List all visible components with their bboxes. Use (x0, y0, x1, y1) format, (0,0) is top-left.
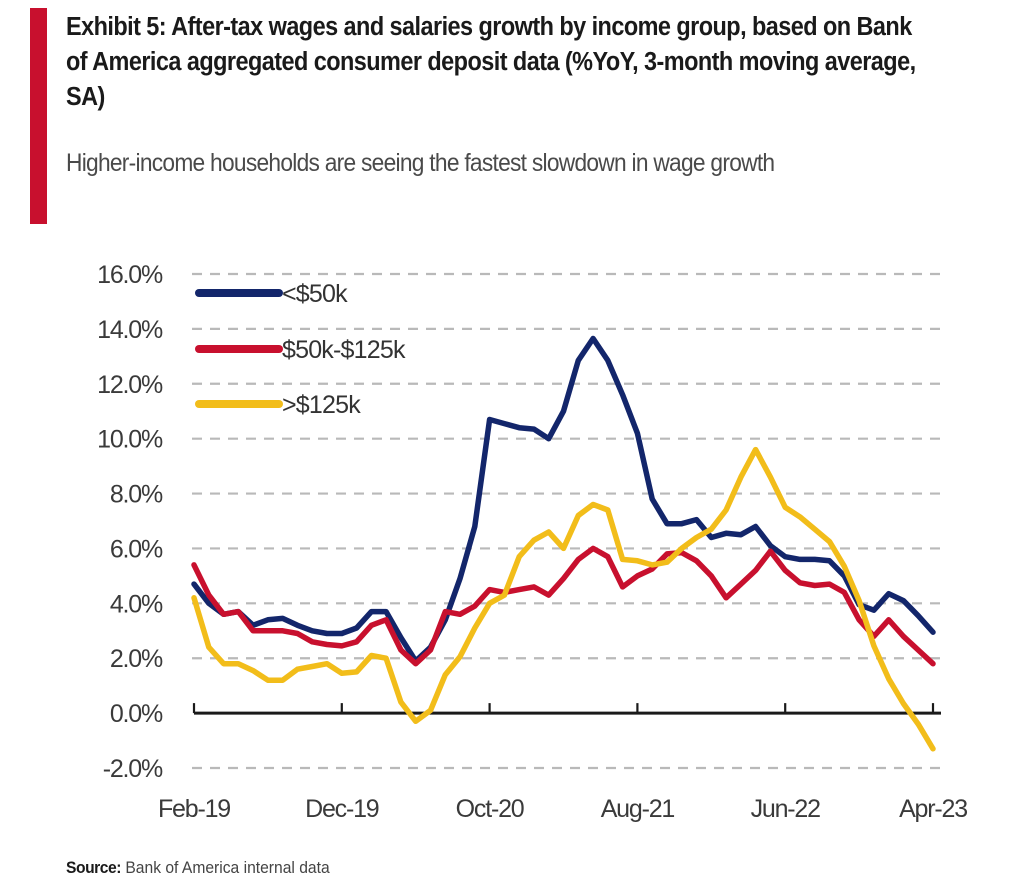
x-tick-label: Aug-21 (601, 795, 675, 823)
y-tick-label: -2.0% (103, 755, 163, 783)
source-note: Source: Bank of America internal data (66, 858, 330, 878)
y-tick-label: 6.0% (110, 535, 163, 563)
legend-item: <$50k (195, 280, 349, 308)
y-tick-label: 4.0% (110, 590, 163, 618)
x-tick-label: Oct-20 (456, 795, 524, 823)
y-tick-label: 8.0% (110, 481, 163, 509)
x-tick-label: Feb-19 (158, 795, 230, 823)
y-tick-label: 10.0% (97, 426, 163, 454)
y-tick-label: 2.0% (110, 645, 163, 673)
legend-item: $50k-$125k (195, 336, 407, 364)
legend-label: >$125k (282, 391, 361, 419)
x-tick-label: Jun-22 (751, 795, 821, 823)
legend-item: >$125k (195, 391, 362, 419)
source-label: Source: (66, 858, 122, 877)
chart-title: Exhibit 5: After-tax wages and salaries … (66, 13, 916, 111)
source-text: Bank of America internal data (125, 858, 330, 877)
legend-label: $50k-$125k (282, 336, 406, 364)
y-tick-label: 12.0% (97, 371, 163, 399)
y-tick-label: 14.0% (97, 316, 163, 344)
series-line-0 (191, 335, 936, 664)
legend: <$50k $50k-$125k >$125k (195, 280, 407, 419)
chart-subtitle: Higher-income households are seeing the … (66, 149, 775, 177)
y-tick-label: 16.0% (97, 261, 163, 289)
legend-label: <$50k (282, 280, 348, 308)
x-axis (192, 703, 941, 715)
x-tick-label: Apr-23 (899, 795, 967, 823)
x-tick-label: Dec-19 (305, 795, 379, 823)
x-axis-tick-labels: Feb-19 Dec-19 Oct-20 Aug-21 Jun-22 Apr-23 (158, 795, 968, 823)
series-lines (191, 335, 936, 752)
series-line-1 (191, 545, 936, 667)
y-axis-tick-labels: 16.0% 14.0% 12.0% 10.0% 8.0% 6.0% 4.0% 2.0% 0.0%… (97, 261, 164, 783)
accent-bar (30, 8, 47, 224)
y-tick-label: 0.0% (110, 700, 163, 728)
series-line-2 (191, 446, 936, 752)
